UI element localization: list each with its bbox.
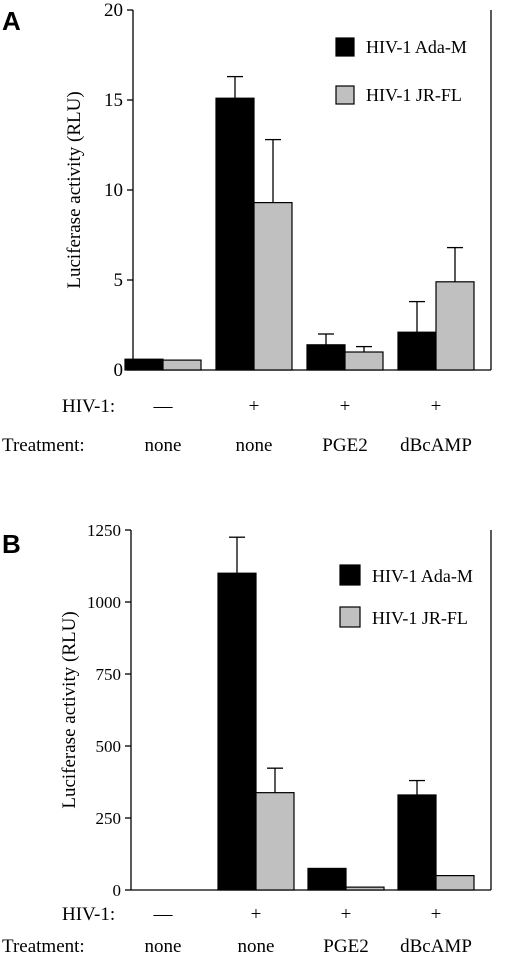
legend-label: HIV-1 Ada-M bbox=[366, 37, 467, 57]
hiv-row-value: + bbox=[251, 904, 262, 925]
treatment-row-value: none bbox=[145, 936, 182, 957]
panel-letter: A bbox=[2, 6, 21, 36]
treatment-row-value: PGE2 bbox=[323, 936, 368, 957]
bar bbox=[253, 202, 293, 371]
treatment-row-label: Treatment: bbox=[2, 936, 85, 957]
y-tick-label: 15 bbox=[104, 90, 123, 111]
treatment-row-value: PGE2 bbox=[322, 435, 367, 456]
legend-label: HIV-1 JR-FL bbox=[372, 608, 468, 628]
bar bbox=[215, 97, 255, 371]
hiv-row-value: — bbox=[153, 396, 174, 417]
treatment-row-value: none bbox=[238, 936, 275, 957]
bar bbox=[255, 792, 295, 891]
hiv-row-label: HIV-1: bbox=[62, 396, 115, 417]
y-axis-label: Luciferase activity (RLU) bbox=[64, 91, 85, 288]
bar bbox=[306, 344, 346, 371]
y-tick-label: 5 bbox=[114, 270, 124, 291]
bar bbox=[345, 886, 385, 891]
bar bbox=[435, 874, 475, 891]
y-tick-label: 500 bbox=[96, 737, 122, 756]
hiv-row-value: + bbox=[431, 396, 442, 417]
hiv-row-value: + bbox=[341, 904, 352, 925]
bar bbox=[397, 794, 437, 891]
treatment-row-label: Treatment: bbox=[2, 435, 85, 456]
legend-swatch bbox=[335, 85, 355, 105]
hiv-row-value: — bbox=[153, 904, 174, 925]
treatment-row-value: none bbox=[236, 435, 273, 456]
treatment-row-value: dBcAMP bbox=[400, 435, 472, 456]
y-tick-label: 250 bbox=[96, 809, 122, 828]
hiv-row-value: + bbox=[249, 396, 260, 417]
legend-label: HIV-1 Ada-M bbox=[372, 566, 473, 586]
y-tick-label: 750 bbox=[96, 665, 122, 684]
bar bbox=[162, 359, 202, 371]
bar bbox=[397, 331, 437, 371]
treatment-row-value: dBcAMP bbox=[400, 936, 472, 957]
y-tick-label: 10 bbox=[104, 180, 123, 201]
bar bbox=[124, 358, 164, 371]
legend-swatch bbox=[335, 37, 355, 57]
legend-label: HIV-1 JR-FL bbox=[366, 85, 462, 105]
hiv-row-value: + bbox=[340, 396, 351, 417]
hiv-row-label: HIV-1: bbox=[62, 904, 115, 925]
panel-b: B 0 250 500 750 1000 1250 Luciferase activity (… bbox=[2, 521, 492, 957]
bar bbox=[307, 867, 347, 891]
legend-swatch bbox=[339, 606, 361, 628]
bar bbox=[344, 351, 384, 371]
y-tick-label: 0 bbox=[113, 881, 122, 900]
bar bbox=[217, 572, 257, 891]
y-tick-label: 0 bbox=[114, 360, 124, 381]
legend-swatch bbox=[339, 564, 361, 586]
treatment-row-value: none bbox=[145, 435, 182, 456]
panel-letter: B bbox=[2, 529, 21, 559]
y-tick-label: 1250 bbox=[87, 521, 121, 540]
hiv-row-value: + bbox=[431, 904, 442, 925]
panel-a: A 0 5 10 15 20 Luciferase activity (RLU) HIV-1 … bbox=[2, 0, 492, 456]
y-tick-label: 20 bbox=[104, 0, 123, 21]
y-tick-label: 1000 bbox=[87, 593, 121, 612]
bar bbox=[435, 281, 475, 371]
y-axis-label: Luciferase activity (RLU) bbox=[59, 611, 80, 808]
